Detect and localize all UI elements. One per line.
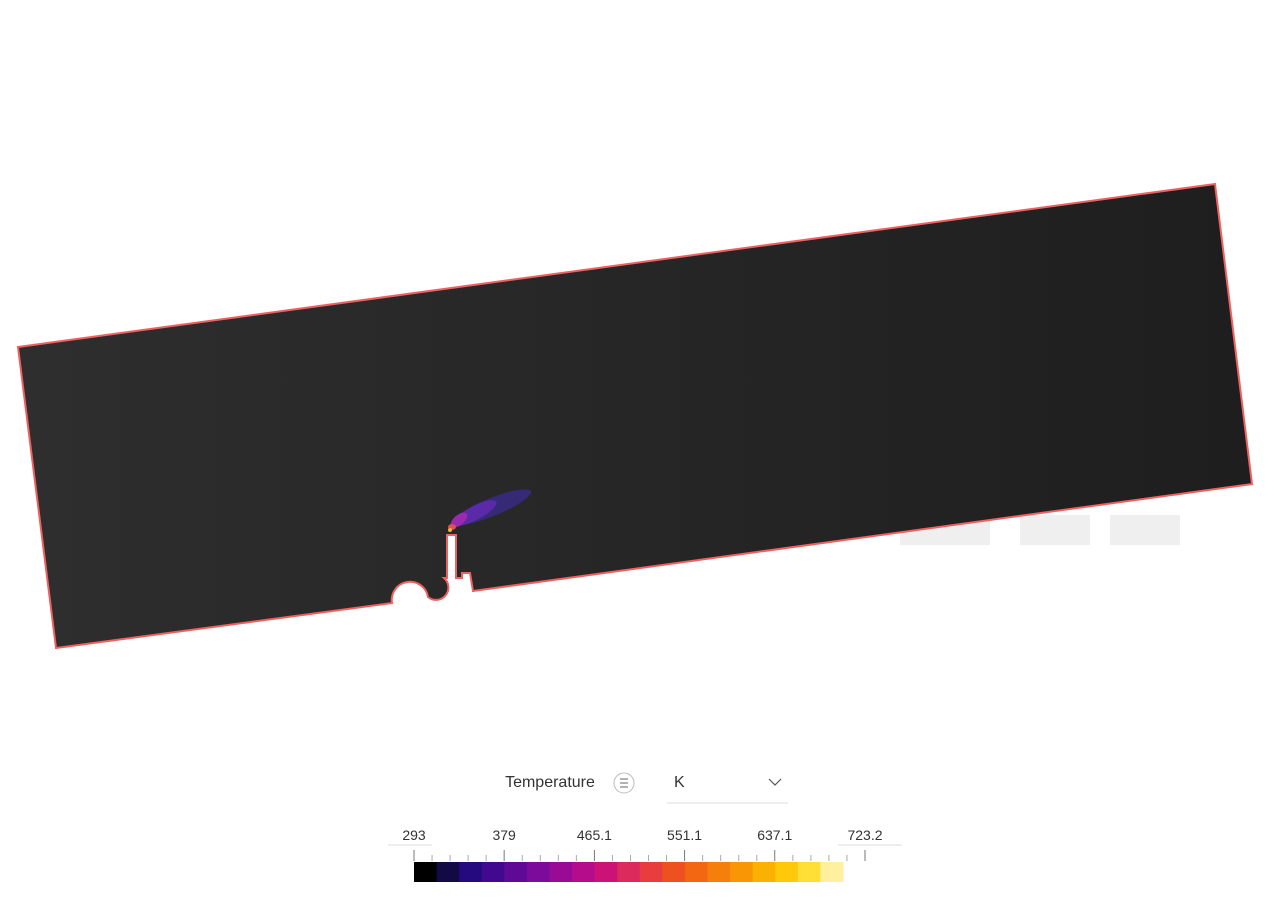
tick-label: 551.1 [667, 827, 702, 843]
color-swatch [459, 862, 483, 882]
color-swatch [549, 862, 573, 882]
color-swatch [797, 862, 821, 882]
color-swatch [594, 862, 618, 882]
tick-label: 637.1 [757, 827, 792, 843]
legend-title: Temperature [505, 774, 595, 791]
tick-label: 723.2 [847, 827, 882, 843]
color-swatch [436, 862, 460, 882]
tick-label: 379 [492, 827, 516, 843]
color-swatch [414, 862, 438, 882]
color-swatch [775, 862, 799, 882]
unit-dropdown[interactable]: K [667, 774, 788, 804]
color-swatch [752, 862, 776, 882]
color-swatch [662, 862, 686, 882]
legend-menu-icon[interactable] [613, 772, 635, 794]
color-swatch [730, 862, 754, 882]
unit-label: K [674, 774, 685, 791]
color-swatch [639, 862, 663, 882]
temperature-plume [448, 489, 532, 532]
color-swatch [617, 862, 641, 882]
color-swatch [820, 862, 844, 882]
simulation-domain[interactable] [16, 182, 1254, 650]
color-swatch [684, 862, 709, 882]
color-swatch [526, 862, 550, 882]
color-swatch [481, 862, 505, 882]
color-swatch [504, 862, 528, 882]
color-swatch [707, 862, 731, 882]
colorbar: 293 379 465.1 551.1 637.1 723.2 [388, 827, 902, 882]
tick-label: 465.1 [577, 827, 612, 843]
color-swatch [572, 862, 596, 882]
tick-label: 293 [402, 827, 426, 843]
